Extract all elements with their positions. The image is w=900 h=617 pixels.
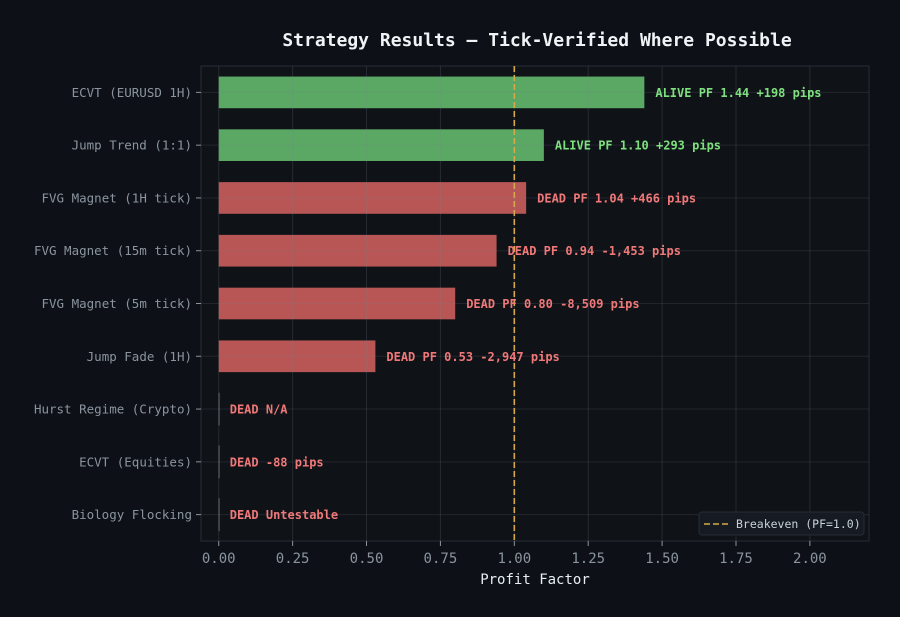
y-tick-label: Biology Flocking — [72, 507, 192, 522]
data-label: DEAD -88 pips — [230, 455, 324, 469]
y-tick-label: FVG Magnet (15m tick) — [34, 243, 192, 258]
legend-breakeven-label: Breakeven (PF=1.0) — [736, 517, 861, 531]
y-tick-label: Jump Trend (1:1) — [72, 138, 192, 153]
data-label: DEAD PF 0.53 -2,947 pips — [386, 350, 559, 364]
data-label: DEAD PF 0.94 -1,453 pips — [508, 244, 681, 258]
data-label: DEAD N/A — [230, 403, 289, 417]
bar-6 — [218, 392, 221, 426]
y-tick-label: FVG Magnet (1H tick) — [41, 190, 192, 205]
x-tick-label: 1.75 — [719, 551, 753, 567]
bar-3 — [218, 234, 497, 267]
y-tick-label: Jump Fade (1H) — [87, 349, 192, 364]
bar-8 — [218, 498, 221, 531]
bar-5 — [218, 340, 376, 373]
x-tick-label: 1.00 — [497, 551, 531, 567]
bar-0 — [218, 76, 645, 109]
x-tick-label: 1.50 — [645, 551, 679, 567]
x-tick-label: 0.50 — [350, 551, 384, 567]
x-tick-label: 2.00 — [793, 551, 827, 567]
x-tick-label: 0.75 — [424, 551, 458, 567]
x-tick-label: 0.25 — [276, 551, 310, 567]
data-label: ALIVE PF 1.44 +198 pips — [655, 86, 821, 100]
bar-7 — [218, 445, 221, 479]
bar-4 — [218, 287, 456, 320]
x-tick-label: 0.00 — [202, 551, 236, 567]
legend: Breakeven (PF=1.0) — [698, 511, 865, 536]
x-tick-label: 1.25 — [571, 551, 605, 567]
data-label: DEAD PF 1.04 +466 pips — [537, 191, 696, 205]
chart-title: Strategy Results — Tick-Verified Where P… — [282, 30, 791, 51]
bar-2 — [218, 182, 527, 214]
data-label: ALIVE PF 1.10 +293 pips — [555, 139, 721, 153]
y-tick-label: ECVT (EURUSD 1H) — [72, 85, 192, 100]
data-label: DEAD Untestable — [230, 508, 338, 522]
bar-1 — [218, 129, 544, 161]
y-tick-label: ECVT (Equities) — [79, 454, 192, 469]
y-tick-label: FVG Magnet (5m tick) — [41, 296, 192, 311]
data-label: DEAD PF 0.80 -8,509 pips — [466, 297, 639, 311]
x-axis-label: Profit Factor — [480, 572, 590, 588]
y-tick-label: Hurst Regime (Crypto) — [34, 402, 192, 417]
